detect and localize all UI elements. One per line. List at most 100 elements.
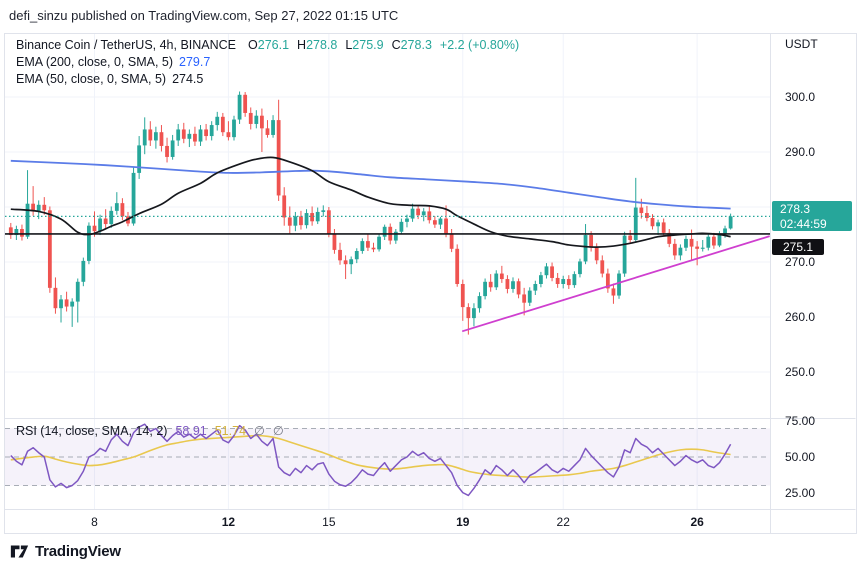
close-value: 278.3	[400, 37, 432, 52]
low-value: 275.9	[352, 37, 384, 52]
candle-body	[215, 116, 220, 126]
candle-body	[421, 211, 426, 216]
candle-body	[667, 232, 672, 244]
candle-body	[650, 218, 655, 227]
candle-body	[114, 203, 119, 211]
candle-body	[326, 210, 331, 235]
candle-body	[377, 236, 381, 250]
publish-info: defi_sinzu published on TradingView.com,…	[9, 8, 399, 23]
candle-body	[583, 235, 588, 262]
candle-body	[661, 222, 666, 233]
candle-body	[142, 129, 147, 146]
candle-body	[170, 140, 175, 157]
candle-body	[53, 287, 58, 309]
candle-body	[477, 296, 482, 309]
candle-body	[706, 236, 711, 248]
candle-body	[248, 112, 253, 124]
candle-body	[287, 217, 292, 226]
candle-body	[204, 129, 208, 137]
candle-body	[544, 266, 549, 276]
candle-body	[92, 225, 97, 232]
time-axis[interactable]: 8 12 15 19 22 26	[4, 510, 771, 534]
candle-body	[360, 241, 365, 251]
candle-body	[511, 281, 515, 289]
candle-body	[472, 308, 476, 319]
price-tick-label: 290.0	[785, 145, 816, 159]
candle-body	[533, 284, 538, 291]
candle-body	[566, 279, 571, 286]
rsi-tick-label: 75.00	[785, 414, 816, 429]
candle-body	[717, 233, 722, 246]
tradingview-brand-text: TradingView	[35, 543, 121, 560]
candle-body	[153, 132, 158, 141]
legend-rsi-row[interactable]: RSI (14, close, SMA, 14, 2) 58.91 51.74 …	[16, 423, 284, 439]
candle-body	[449, 233, 454, 249]
ema200-label: EMA (200, close, 0, SMA, 5)	[16, 54, 174, 69]
candle-body	[527, 290, 532, 303]
time-axis-label: 22	[556, 515, 570, 529]
trendline	[461, 235, 770, 333]
footer-brand[interactable]: TradingView	[10, 543, 121, 560]
candle-body	[516, 281, 521, 295]
candle-body	[711, 236, 716, 246]
candle-body	[103, 218, 108, 225]
candle-body	[522, 294, 527, 303]
legend-symbol-row[interactable]: Binance Coin / TetherUS, 4h, BINANCE O27…	[16, 36, 519, 53]
candle-body	[14, 229, 19, 236]
candle-body	[265, 128, 270, 135]
candle-body	[672, 243, 677, 256]
candle-body	[42, 204, 47, 211]
change-value: +2.2 (+0.80%)	[439, 37, 520, 52]
legend-ema50-row[interactable]: EMA (50, close, 0, SMA, 5) 274.5	[16, 70, 519, 87]
candle-body	[416, 208, 421, 216]
ema200-line	[10, 159, 731, 210]
candle-body	[237, 94, 242, 120]
rsi-label: RSI (14, close, SMA, 14, 2)	[16, 423, 168, 438]
candle-body	[656, 222, 660, 227]
candle-body	[187, 133, 192, 139]
candle-body	[594, 247, 599, 261]
rsi-tick-label: 50.00	[785, 450, 816, 464]
ema50-value: 274.5	[172, 71, 204, 86]
time-axis-label: 15	[322, 515, 336, 529]
candle-body	[460, 284, 465, 308]
currency-label: USDT	[785, 37, 818, 51]
tradingview-logo-icon	[10, 545, 29, 558]
candle-body	[466, 307, 471, 319]
candle-body	[165, 145, 169, 157]
candle-body	[271, 120, 275, 135]
candle-body	[617, 273, 621, 296]
candle-body	[611, 288, 616, 296]
candle-body	[31, 203, 36, 212]
candle-body	[455, 248, 460, 284]
last-price: 278.3	[780, 202, 811, 217]
symbol-title: Binance Coin / TetherUS, 4h, BINANCE	[16, 37, 237, 52]
candle-body	[159, 132, 164, 146]
candle-body	[198, 129, 203, 142]
rsi-ma-value: 51.74	[214, 423, 247, 438]
candle-body	[633, 207, 638, 240]
ema50-line	[10, 156, 731, 249]
open-value: 276.1	[257, 37, 290, 52]
rsi-band-empty-icon: ∅	[254, 424, 265, 438]
bar-countdown: 02:44:59	[780, 216, 827, 231]
candle-body	[578, 261, 582, 275]
candle-body	[728, 216, 733, 229]
rsi-line	[10, 423, 732, 497]
legend-ema200-row[interactable]: EMA (200, close, 0, SMA, 5) 279.7	[16, 53, 519, 70]
candle-body	[684, 238, 688, 248]
candle-body	[310, 213, 315, 222]
candle-body	[499, 273, 504, 280]
candle-body	[64, 299, 69, 307]
widget-border	[4, 33, 857, 534]
candle-body	[87, 225, 91, 261]
candle-body	[444, 218, 448, 234]
chart-legend: Binance Coin / TetherUS, 4h, BINANCE O27…	[16, 36, 519, 87]
time-axis-label: 8	[91, 515, 98, 529]
candle-body	[639, 207, 644, 214]
time-axis-label: 26	[690, 515, 704, 529]
candle-body	[561, 279, 566, 284]
candle-body	[354, 251, 359, 260]
